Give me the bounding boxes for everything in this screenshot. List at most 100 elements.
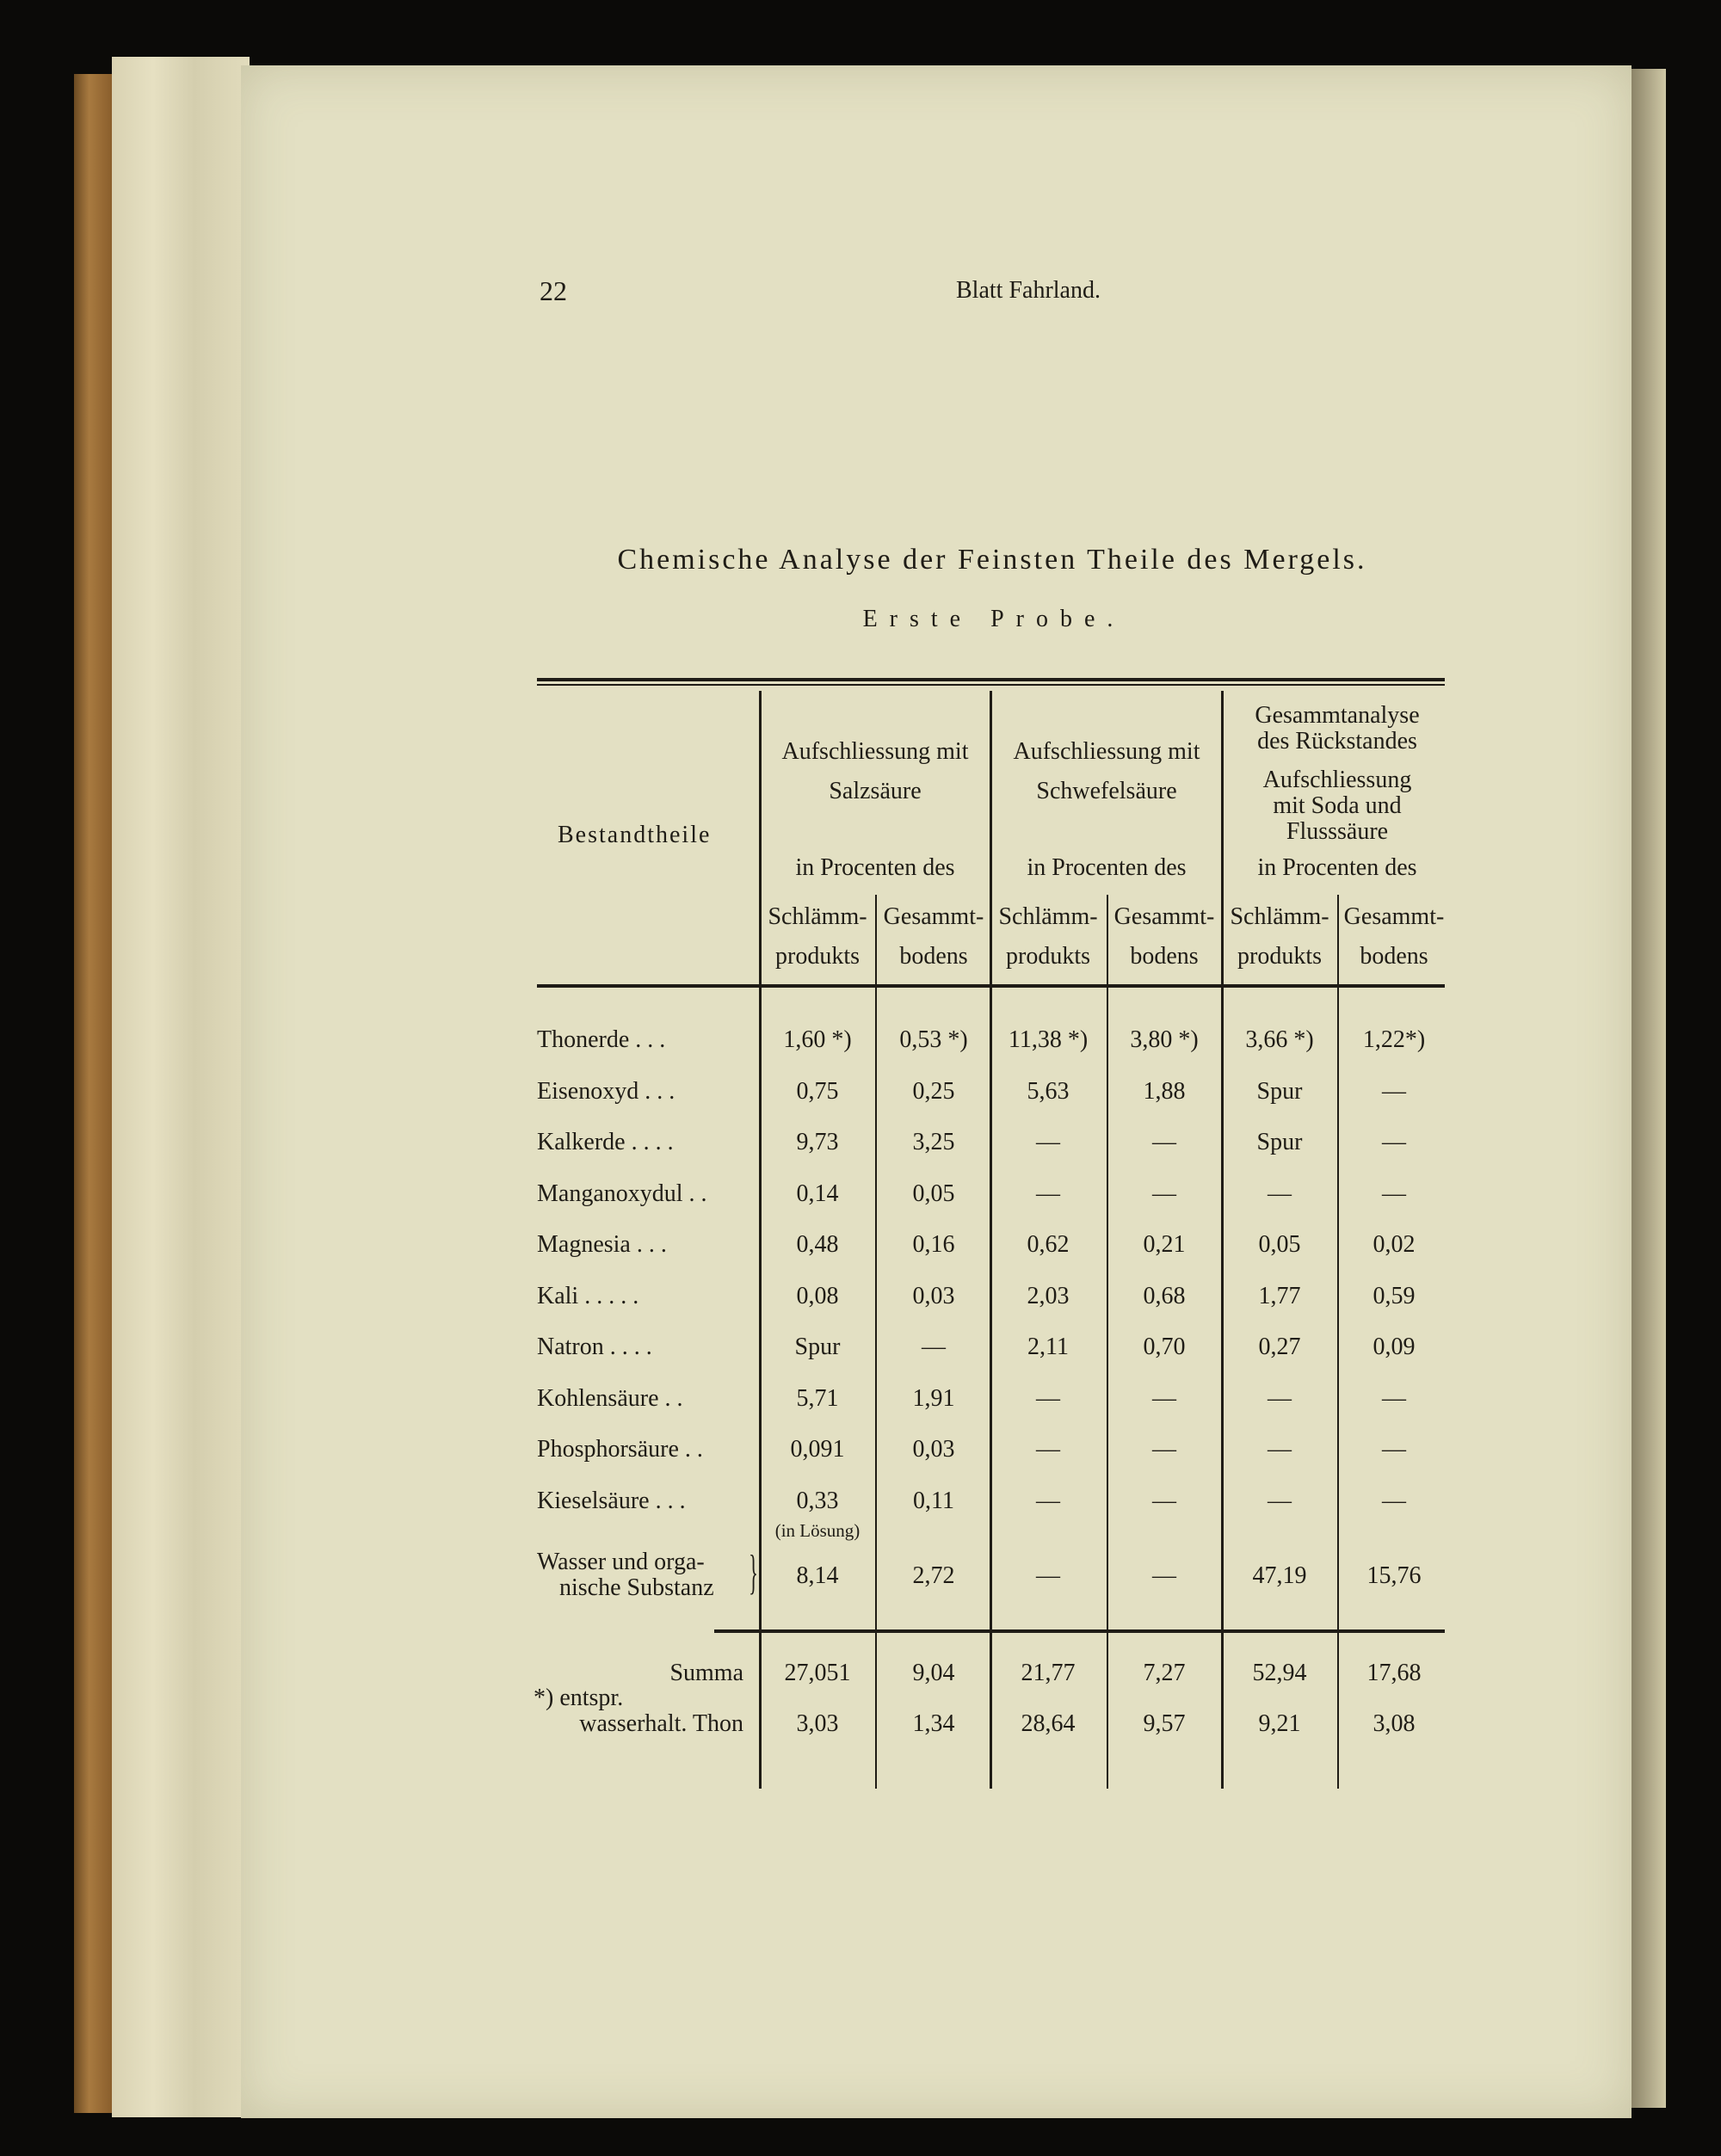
table-cell: 15,76 [1366,1562,1422,1589]
table-cell: 0,05 [1258,1231,1301,1258]
table-cell: 3,03 [796,1710,839,1737]
subcolumn-divider [1107,895,1108,1789]
group-header-line: Gesammtanalyse [1255,702,1420,729]
subcolumn-header: produkts [775,943,860,970]
top-rule-thin [537,684,1445,686]
table-cell: 0,14 [796,1180,839,1207]
table-cell: 28,64 [1021,1710,1076,1737]
table-cell: 2,11 [1027,1334,1069,1360]
table-cell: — [1036,1384,1060,1412]
table-cell: 9,21 [1258,1710,1301,1737]
table-cell: 3,80 *) [1130,1026,1199,1053]
table-cell: 0,16 [912,1231,955,1258]
group-header-line: mit Soda und [1273,792,1402,819]
row-label: Kalkerde . . . . [537,1129,674,1155]
book-edge [74,74,112,2113]
table-cell: 9,73 [796,1129,839,1155]
subcolumn-header: produkts [1237,943,1322,970]
table-cell: — [1382,1077,1406,1105]
table-cell: 1,88 [1143,1077,1186,1105]
row-label: wasserhalt. Thon [579,1710,743,1737]
table-cell: Spur [1256,1077,1303,1105]
table-cell: — [1152,1384,1176,1412]
table-cell: 0,03 [912,1282,955,1309]
table-cell: 52,94 [1252,1660,1307,1686]
table-cell: 0,21 [1143,1231,1186,1258]
group-header-percent: in Procenten des [795,854,955,881]
table-cell: 0,02 [1372,1231,1416,1258]
table-cell: 1,60 *) [783,1026,852,1053]
table-cell: 21,77 [1021,1660,1076,1686]
subcolumn-header: Schlämm- [998,903,1098,930]
table-cell: 9,04 [912,1660,955,1686]
table-cell: — [1152,1180,1176,1207]
subcolumn-header: Gesammt- [883,903,984,930]
group-header-line: Aufschliessung mit [781,738,969,765]
subcolumn-header: bodens [899,943,968,970]
table-cell: 3,08 [1372,1710,1416,1737]
subcolumn-header: bodens [1130,943,1199,970]
table-cell: 0,25 [912,1077,955,1105]
table-cell: 0,27 [1258,1334,1301,1360]
table-cell: 0,62 [1027,1231,1070,1258]
table-cell: 0,68 [1143,1282,1186,1309]
table-cell: 3,25 [912,1129,955,1155]
table-cell: 0,70 [1143,1334,1186,1360]
table-cell: 0,75 [796,1077,839,1105]
table-cell: — [1268,1180,1292,1207]
row-label: Eisenoxyd . . . [537,1077,675,1105]
table-cell: — [1152,1562,1176,1589]
table-cell: 0,05 [912,1180,955,1207]
table-cell: 0,03 [912,1436,955,1463]
table-cell: — [1152,1129,1176,1155]
table-cell: — [1036,1180,1060,1207]
row-label: Kali . . . . . [537,1282,639,1309]
table-cell: 17,68 [1366,1660,1422,1686]
table-cell: — [1036,1562,1060,1589]
facing-page-edge [1632,69,1666,2108]
group-header-line: Aufschliessung [1262,767,1412,793]
row-label: Kohlensäure . . [537,1384,683,1412]
table-cell: — [1036,1129,1060,1155]
page-title: Chemische Analyse der Feinsten Theile de… [617,544,1367,576]
table-cell: 2,72 [912,1562,955,1589]
table-cell: — [1382,1384,1406,1412]
table-cell: — [1036,1436,1060,1463]
table-cell: 9,57 [1143,1710,1186,1737]
table-cell: 7,27 [1143,1660,1186,1686]
table-cell: 0,53 *) [899,1026,968,1053]
table-cell: — [1382,1487,1406,1514]
group-header-line: Schwefelsäure [1036,778,1177,804]
cell-note: (in Lösung) [774,1519,860,1541]
row-label: Manganoxydul . . [537,1180,707,1207]
table-cell: — [922,1334,946,1360]
subcolumn-header: Schlämm- [768,903,867,930]
row-label: Kieselsäure . . . [537,1487,686,1514]
table-cell: — [1268,1487,1292,1514]
subcolumn-header: bodens [1360,943,1428,970]
row-label-footnote: *) entspr. [534,1685,624,1711]
table-cell: — [1382,1436,1406,1463]
row-label: Phosphorsäure . . [537,1436,703,1463]
table-cell: 1,91 [912,1384,955,1412]
table-cell: 0,08 [796,1282,839,1309]
brace: } [749,1546,758,1599]
row-label: Magnesia . . . [537,1231,667,1258]
subtitle: Erste Probe. [862,606,1126,632]
summa-rule [714,1629,1445,1633]
table-cell: 3,66 *) [1245,1026,1314,1053]
table-cell: — [1268,1436,1292,1463]
column-divider [1221,691,1224,1789]
column-divider [759,691,762,1789]
group-header-line: Aufschliessung mit [1013,738,1200,765]
page-number: 22 [540,275,567,306]
table-cell: — [1382,1180,1406,1207]
table-cell: Spur [794,1334,841,1360]
subcolumn-header: Schlämm- [1230,903,1329,930]
table-cell: 0,11 [913,1487,954,1514]
table-cell: 0,59 [1372,1282,1416,1309]
table-cell: 0,09 [1372,1334,1416,1360]
row-label: Natron . . . . [537,1334,652,1360]
table-cell: — [1152,1487,1176,1514]
row-label-summa: Summa [669,1660,743,1686]
